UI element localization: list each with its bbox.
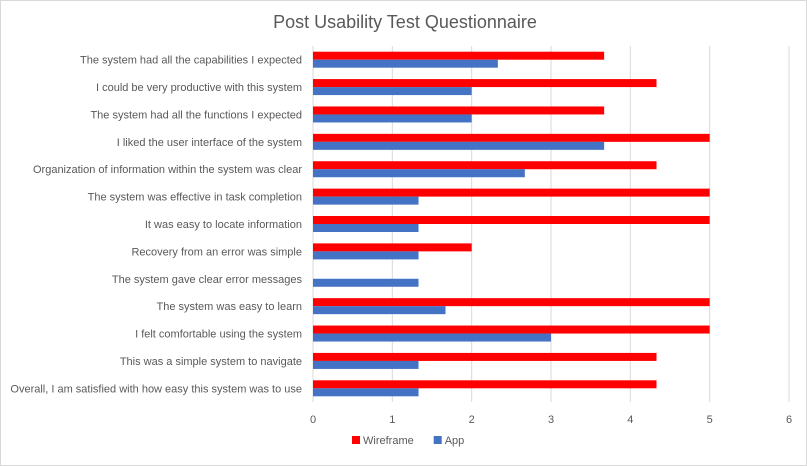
bar-wireframe xyxy=(313,216,710,224)
category-label: Organization of information within the s… xyxy=(33,164,302,176)
bar-app xyxy=(313,114,472,123)
x-tick-label: 0 xyxy=(310,414,316,426)
bar-app xyxy=(313,360,419,369)
x-tick-label: 6 xyxy=(786,414,792,426)
category-label: I liked the user interface of the system xyxy=(117,137,302,149)
bar-app xyxy=(313,196,419,205)
x-tick-label: 3 xyxy=(548,414,554,426)
bar-app xyxy=(313,306,446,315)
bar-wireframe xyxy=(313,79,657,88)
x-tick-label: 2 xyxy=(469,414,475,426)
bar-app xyxy=(313,388,419,397)
bar-app xyxy=(313,87,472,96)
legend: Wireframe App xyxy=(352,435,464,447)
legend-label: App xyxy=(445,435,465,447)
x-tick-label: 4 xyxy=(627,414,633,426)
legend-label: Wireframe xyxy=(363,435,414,447)
x-tick-label: 5 xyxy=(707,414,713,426)
bar-wireframe xyxy=(313,133,710,142)
category-labels: The system had all the capabilities I ex… xyxy=(10,55,302,396)
bar-app xyxy=(313,278,419,287)
category-label: I could be very productive with this sys… xyxy=(96,82,302,94)
category-label: Overall, I am satisfied with how easy th… xyxy=(10,383,302,395)
bar-wireframe xyxy=(313,325,710,334)
chart-title: Post Usability Test Questionnaire xyxy=(273,12,537,32)
x-axis-tick-labels: 0 1 2 3 4 5 6 xyxy=(310,414,792,426)
category-label: It was easy to locate information xyxy=(145,219,302,231)
legend-swatch xyxy=(352,436,360,444)
bar-app xyxy=(313,59,498,68)
bar-wireframe xyxy=(313,51,605,60)
category-label: I felt comfortable using the system xyxy=(135,329,302,341)
category-label: The system gave clear error messages xyxy=(112,274,303,286)
bar-wireframe xyxy=(313,161,657,170)
bar-wireframe xyxy=(313,243,472,252)
category-label: Recovery from an error was simple xyxy=(131,246,302,258)
category-label: The system had all the capabilities I ex… xyxy=(80,55,302,67)
bars xyxy=(313,51,710,397)
bar-wireframe xyxy=(313,298,710,307)
category-label: The system was effective in task complet… xyxy=(88,192,302,204)
bar-wireframe xyxy=(313,380,657,389)
bar-app xyxy=(313,333,551,342)
bar-app xyxy=(313,251,419,260)
category-label: The system was easy to learn xyxy=(156,301,302,313)
x-tick-label: 1 xyxy=(389,414,395,426)
bar-app xyxy=(313,224,419,232)
bar-wireframe xyxy=(313,352,657,361)
category-label: The system had all the functions I expec… xyxy=(90,109,302,121)
category-label: This was a simple system to navigate xyxy=(120,356,302,368)
bar-wireframe xyxy=(313,106,605,115)
bar-wireframe xyxy=(313,188,710,197)
bar-app xyxy=(313,169,525,178)
bar-app xyxy=(313,141,605,150)
legend-swatch xyxy=(433,436,442,444)
